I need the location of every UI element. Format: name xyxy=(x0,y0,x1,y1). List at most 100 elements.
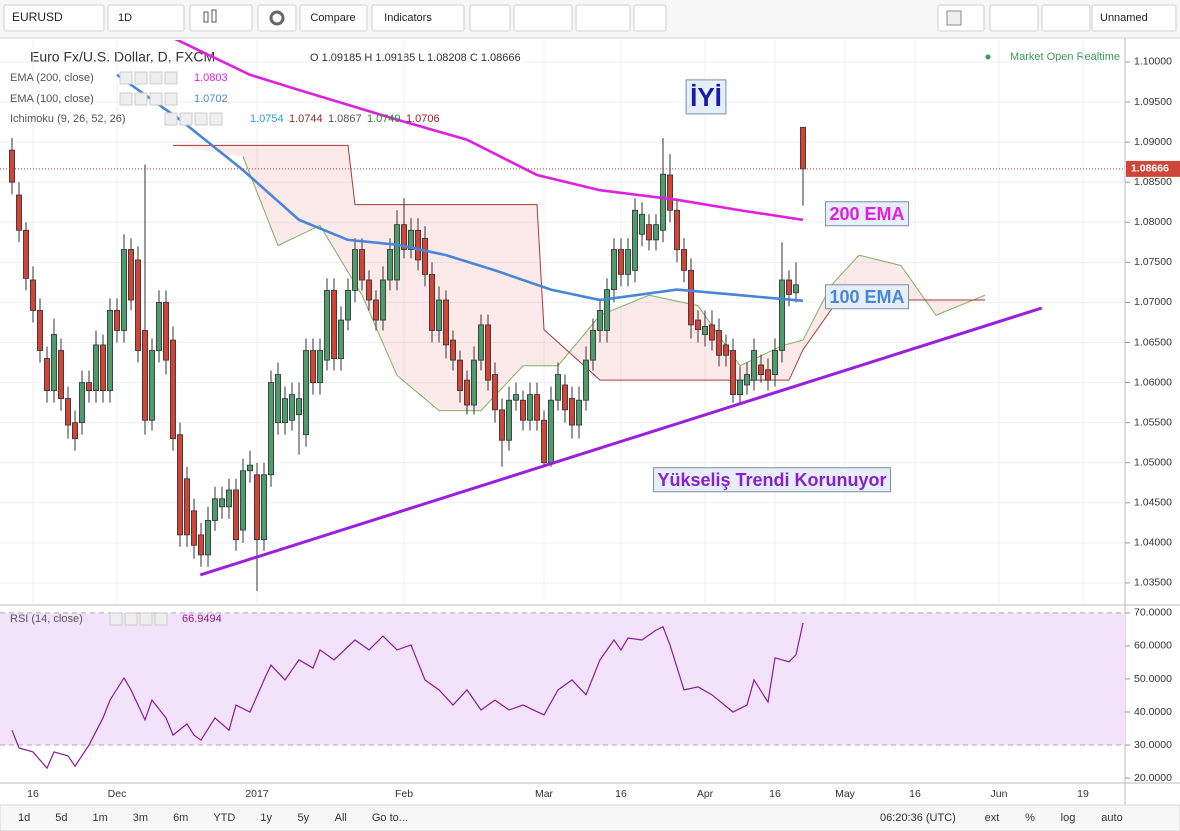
save-button[interactable] xyxy=(1041,4,1091,32)
indicator-name: EMA (200, close) xyxy=(10,72,94,84)
range-button[interactable]: All xyxy=(335,812,347,824)
candle-body xyxy=(527,394,534,421)
idea-button[interactable] xyxy=(513,4,573,32)
load-button[interactable] xyxy=(989,4,1039,32)
candle-body xyxy=(765,369,772,381)
indicator-button xyxy=(139,612,153,626)
candle-body xyxy=(779,279,786,351)
range-button[interactable]: 1y xyxy=(260,812,272,824)
candle-body xyxy=(127,249,134,301)
annotation: 100 EMA xyxy=(824,284,910,310)
chart-title: Euro Fx/U.S. Dollar, D, FXCM xyxy=(30,49,215,65)
x-tick-label: 16 xyxy=(27,788,39,800)
candle-body xyxy=(428,273,435,331)
candle-body xyxy=(723,344,730,356)
candle-body xyxy=(442,299,449,346)
rsi-band xyxy=(0,612,1125,746)
range-button[interactable]: 5d xyxy=(55,812,67,824)
layout-box[interactable] xyxy=(1091,4,1177,32)
indicator-value: 1.0803 xyxy=(194,72,228,84)
candle-body xyxy=(260,474,267,541)
candle-body xyxy=(463,379,470,406)
candle-body xyxy=(625,249,632,275)
candle-body xyxy=(758,364,765,375)
alert-button[interactable] xyxy=(469,4,511,32)
ichimoku-value: 1.0867 xyxy=(328,113,362,125)
ohlc-readout: O 1.09185 H 1.09185 L 1.08208 C 1.08666 xyxy=(310,52,521,64)
interval: 1D xyxy=(118,12,132,24)
candle-body xyxy=(225,489,232,508)
candle-body xyxy=(520,399,527,421)
candle-body xyxy=(800,126,807,170)
y-tick-label: 1.04500 xyxy=(1134,497,1172,509)
annotation-box xyxy=(824,284,910,310)
range-button[interactable]: 5y xyxy=(298,812,310,824)
candle-body xyxy=(253,474,260,541)
indicators-button[interactable] xyxy=(371,4,465,32)
indicator-value: 1.0702 xyxy=(194,93,228,105)
rsi-line xyxy=(11,622,804,770)
indicator-button xyxy=(119,71,133,85)
candle-body xyxy=(183,478,190,536)
interval-box[interactable] xyxy=(107,4,185,32)
candle-body xyxy=(211,498,218,521)
y-tick-label: 1.06000 xyxy=(1134,376,1172,388)
candle-body xyxy=(653,224,660,241)
annotation-box xyxy=(652,467,892,493)
ichimoku-value: 1.0754 xyxy=(250,113,284,125)
candle-body xyxy=(583,359,590,401)
candle-body xyxy=(702,326,709,335)
compare-button[interactable] xyxy=(299,4,368,32)
candle-body xyxy=(421,237,428,275)
x-tick-label: 16 xyxy=(615,788,627,800)
candle-body xyxy=(505,399,512,441)
indicators: Indicators xyxy=(384,12,432,24)
goto-button[interactable]: Go to... xyxy=(372,812,408,824)
fullscreen-button[interactable] xyxy=(633,4,667,32)
indicator-button xyxy=(149,71,163,85)
y-tick-label: 1.05000 xyxy=(1134,457,1172,469)
indicator-name: EMA (100, close) xyxy=(10,93,94,105)
range-button[interactable]: 3m xyxy=(133,812,148,824)
candle-body xyxy=(204,520,211,556)
candle-body xyxy=(716,330,723,356)
undo-redo[interactable] xyxy=(575,4,631,32)
indicator-button xyxy=(109,612,123,626)
y-tick-label: 50.0000 xyxy=(1134,673,1172,685)
scale-option[interactable]: ext xyxy=(985,812,1000,824)
annotation: 200 EMA xyxy=(824,201,910,227)
candle-body xyxy=(316,350,323,383)
candle-body xyxy=(323,289,330,361)
candle-body xyxy=(141,330,148,421)
indicator-button xyxy=(149,92,163,106)
candle-body xyxy=(22,229,29,279)
scale-option[interactable]: auto xyxy=(1101,812,1122,824)
scale-option[interactable]: log xyxy=(1061,812,1076,824)
indicator-button xyxy=(194,112,208,126)
candle-body xyxy=(274,374,281,424)
indicator-button xyxy=(164,92,178,106)
candle-body xyxy=(176,434,183,536)
scale-option[interactable]: % xyxy=(1025,812,1035,824)
status-dot xyxy=(985,54,991,60)
candle-body xyxy=(709,324,716,341)
candle-body xyxy=(639,213,646,235)
candle-body xyxy=(660,173,667,231)
candle-body xyxy=(365,279,372,301)
settings-button[interactable] xyxy=(257,4,297,32)
annotation-box xyxy=(824,201,910,227)
range-button[interactable]: YTD xyxy=(213,812,235,824)
x-tick-label: Dec xyxy=(108,788,127,800)
candle-body xyxy=(197,534,204,556)
symbol-box[interactable] xyxy=(3,4,105,32)
y-tick-label: 1.09000 xyxy=(1134,136,1172,148)
range-button[interactable]: 1m xyxy=(93,812,108,824)
candle-body xyxy=(37,310,44,351)
range-button[interactable]: 1d xyxy=(18,812,30,824)
chart-style-box[interactable] xyxy=(189,4,253,32)
range-button[interactable]: 6m xyxy=(173,812,188,824)
candle-body xyxy=(541,419,548,464)
trend-line xyxy=(199,306,1043,577)
candle-body xyxy=(232,489,239,541)
indicator-button xyxy=(164,112,178,126)
